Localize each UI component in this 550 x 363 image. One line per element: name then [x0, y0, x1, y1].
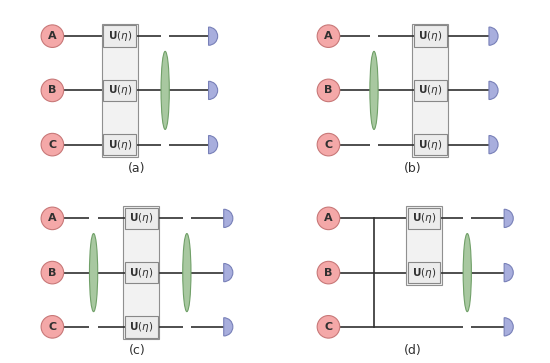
Text: (c): (c) — [129, 344, 145, 357]
Wedge shape — [208, 135, 218, 154]
Bar — [125, 208, 157, 229]
Bar — [412, 24, 448, 157]
Wedge shape — [224, 209, 233, 228]
Bar — [125, 262, 157, 284]
Bar — [123, 206, 160, 339]
Circle shape — [317, 261, 340, 284]
Bar — [406, 206, 442, 285]
Circle shape — [317, 25, 340, 48]
Wedge shape — [489, 135, 498, 154]
Text: $\mathbf{U}(\eta)$: $\mathbf{U}(\eta)$ — [108, 138, 131, 152]
Ellipse shape — [183, 233, 191, 312]
Bar — [414, 79, 447, 101]
Circle shape — [41, 79, 64, 102]
Bar — [414, 25, 447, 47]
Text: $\mathbf{U}(\eta)$: $\mathbf{U}(\eta)$ — [129, 320, 153, 334]
Wedge shape — [224, 264, 233, 282]
Wedge shape — [504, 264, 513, 282]
Text: $\mathbf{U}(\eta)$: $\mathbf{U}(\eta)$ — [419, 29, 442, 43]
Circle shape — [317, 207, 340, 230]
Wedge shape — [504, 318, 513, 336]
Bar — [102, 24, 138, 157]
Wedge shape — [208, 27, 218, 45]
Bar — [125, 316, 157, 338]
Text: $\mathbf{U}(\eta)$: $\mathbf{U}(\eta)$ — [412, 211, 436, 225]
Text: C: C — [48, 322, 57, 332]
Bar — [408, 262, 440, 284]
Wedge shape — [489, 27, 498, 45]
Text: A: A — [324, 213, 333, 223]
Circle shape — [317, 133, 340, 156]
Ellipse shape — [90, 233, 98, 312]
Text: B: B — [48, 85, 57, 95]
Wedge shape — [208, 81, 218, 99]
Text: $\mathbf{U}(\eta)$: $\mathbf{U}(\eta)$ — [419, 83, 442, 97]
Circle shape — [41, 207, 64, 230]
Wedge shape — [224, 318, 233, 336]
Text: $\mathbf{U}(\eta)$: $\mathbf{U}(\eta)$ — [129, 266, 153, 280]
Text: $\mathbf{U}(\eta)$: $\mathbf{U}(\eta)$ — [419, 138, 442, 152]
Circle shape — [41, 133, 64, 156]
Text: B: B — [324, 268, 333, 278]
Circle shape — [41, 261, 64, 284]
Text: A: A — [48, 213, 57, 223]
Text: (b): (b) — [404, 162, 422, 175]
Circle shape — [317, 79, 340, 102]
Text: $\mathbf{U}(\eta)$: $\mathbf{U}(\eta)$ — [412, 266, 436, 280]
Text: $\mathbf{U}(\eta)$: $\mathbf{U}(\eta)$ — [129, 211, 153, 225]
Bar — [408, 208, 440, 229]
Bar — [103, 79, 136, 101]
Text: B: B — [48, 268, 57, 278]
Text: C: C — [324, 140, 333, 150]
Ellipse shape — [463, 233, 471, 312]
Text: (a): (a) — [128, 162, 146, 175]
Bar — [103, 134, 136, 155]
Bar — [414, 134, 447, 155]
Text: B: B — [324, 85, 333, 95]
Text: A: A — [48, 31, 57, 41]
Text: $\mathbf{U}(\eta)$: $\mathbf{U}(\eta)$ — [108, 29, 131, 43]
Ellipse shape — [161, 51, 169, 130]
Text: C: C — [48, 140, 57, 150]
Text: A: A — [324, 31, 333, 41]
Text: C: C — [324, 322, 333, 332]
Wedge shape — [489, 81, 498, 99]
Wedge shape — [504, 209, 513, 228]
Circle shape — [317, 315, 340, 338]
Ellipse shape — [370, 51, 378, 130]
Bar — [103, 25, 136, 47]
Text: (d): (d) — [404, 344, 422, 357]
Circle shape — [41, 315, 64, 338]
Circle shape — [41, 25, 64, 48]
Text: $\mathbf{U}(\eta)$: $\mathbf{U}(\eta)$ — [108, 83, 131, 97]
